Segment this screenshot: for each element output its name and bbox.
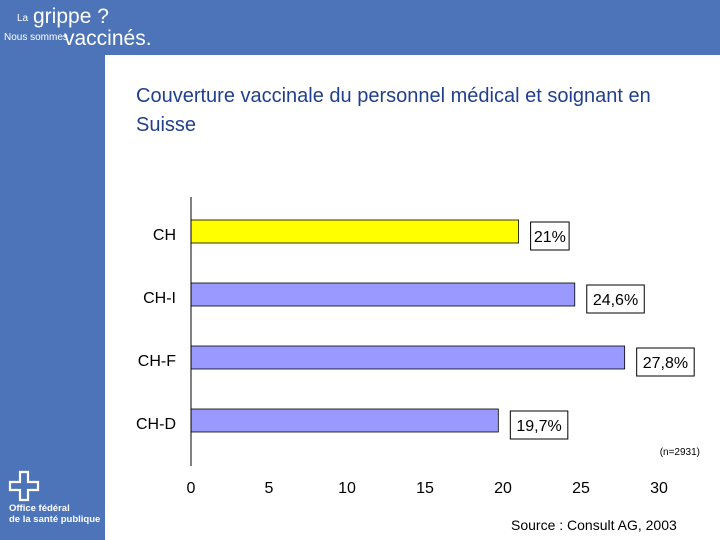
value-label-ch: 21% [534, 229, 566, 246]
category-labels-group: CH CH-I CH-F CH-D [136, 227, 176, 433]
bar-ch [190, 219, 520, 244]
x-tick-label: 20 [494, 480, 512, 497]
bar-ch-d [190, 408, 499, 433]
bars-group [190, 219, 626, 433]
category-label-ch-i: CH-I [143, 290, 176, 307]
value-label-ch-i: 24,6% [593, 292, 638, 309]
value-labels-group: 21% 24,6% 27,8% 19,7% [509, 221, 695, 440]
bar-ch-f [190, 345, 626, 370]
office-name: Office fédéral de la santé publique [9, 503, 100, 525]
category-label-ch-f: CH-F [138, 353, 176, 370]
x-tick-label: 5 [265, 480, 274, 497]
logo-vaccines: vaccinés. [64, 27, 152, 50]
x-tick-label: 30 [650, 480, 668, 497]
top-band [0, 0, 720, 55]
value-label-box-ch-f [636, 347, 695, 377]
x-tick-label: 25 [572, 480, 590, 497]
category-label-ch: CH [153, 227, 176, 244]
logo-grippe: grippe ? [33, 5, 109, 28]
x-tick-label: 15 [416, 480, 434, 497]
source-note: Source : Consult AG, 2003 [511, 517, 677, 533]
value-label-ch-d: 19,7% [516, 418, 561, 435]
x-tick-label: 10 [338, 480, 356, 497]
value-label-box-ch-d [509, 410, 569, 440]
office-line-2: de la santé publique [9, 514, 101, 525]
value-label-box-ch [530, 221, 570, 251]
swiss-cross-icon [8, 470, 40, 502]
office-line-1: Office fédéral [9, 503, 70, 514]
logo-nous-sommes: Nous sommes [4, 32, 68, 43]
bar-ch-i [190, 282, 576, 307]
chart-title: Couverture vaccinale du personnel médica… [136, 85, 651, 136]
x-tick-labels-group: 0 5 10 15 20 25 30 [187, 480, 668, 497]
side-band [0, 0, 105, 540]
logo-la: La [17, 13, 29, 24]
x-tick-label: 0 [187, 480, 196, 497]
value-label-ch-f: 27,8% [643, 355, 688, 372]
category-label-ch-d: CH-D [136, 416, 176, 433]
sample-size-note: (n=2931) [660, 447, 700, 458]
value-label-box-ch-i [586, 284, 645, 314]
